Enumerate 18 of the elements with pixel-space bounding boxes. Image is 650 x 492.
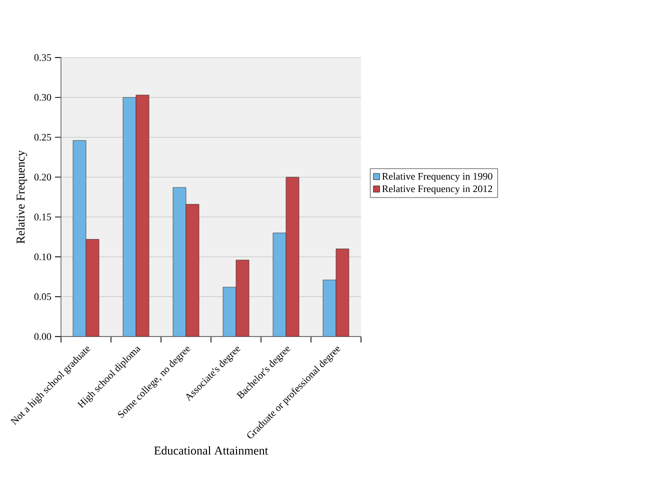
y-tick-label: 0.35 [34, 54, 52, 61]
y-tick-label: 0.25 [34, 134, 52, 141]
bar [272, 232, 286, 337]
y-tick-label: 0.30 [34, 94, 52, 101]
legend-label: Relative Frequency in 1990 [382, 172, 492, 182]
y-tick-label: 0.20 [34, 174, 52, 181]
bar [322, 280, 336, 337]
bar [72, 140, 86, 337]
y-axis-title: Relative Frequency [16, 150, 28, 244]
legend-label: Relative Frequency in 2012 [382, 185, 492, 194]
y-tick-label: 0.00 [34, 333, 52, 340]
bar [172, 187, 186, 337]
bar [222, 286, 236, 337]
bar [122, 97, 136, 337]
y-tick-label: 0.05 [34, 293, 52, 300]
y-tick-label: 0.15 [34, 214, 52, 220]
y-tick-label: 0.10 [34, 253, 52, 260]
x-axis-title: Educational Attainment [154, 446, 268, 455]
